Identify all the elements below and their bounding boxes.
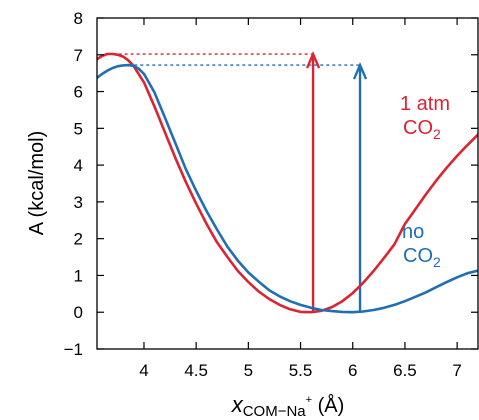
x-tick-label: 5 (244, 361, 253, 380)
series-line-1atm-co2 (97, 52, 478, 314)
x-axis-title-subscript: COM−Na (243, 403, 307, 420)
series-label-no-co2-line2: CO2 (403, 245, 441, 270)
series-label-no-co2-line1: no (402, 221, 424, 243)
series-label-1atm-co2-line2: CO2 (403, 117, 441, 142)
x-axis-ticks: 4 4.5 5 5.5 6 6.5 7 (139, 18, 462, 380)
y-tick-label: −1 (64, 340, 83, 359)
y-tick-label: 1 (74, 266, 83, 285)
x-tick-label: 7 (452, 361, 461, 380)
series-group (97, 52, 478, 314)
y-tick-label: 5 (74, 119, 83, 138)
barrier-arrow-head (305, 50, 321, 69)
x-tick-label: 5.5 (289, 361, 313, 380)
y-axis-ticks: −1 0 1 2 3 4 5 6 7 8 (64, 9, 478, 359)
x-tick-label: 6 (348, 361, 357, 380)
y-tick-label: 6 (74, 83, 83, 102)
x-tick-label: 4 (139, 361, 148, 380)
x-tick-label: 6.5 (393, 361, 417, 380)
y-axis-title: A (kcal/mol) (26, 131, 48, 235)
series-line-no-co2 (97, 63, 478, 314)
plot-frame (96, 17, 479, 350)
x-tick-label: 4.5 (184, 361, 208, 380)
barrier-arrow-head (352, 62, 368, 80)
x-axis-title-unit: (Å) (312, 394, 344, 417)
y-tick-label: 7 (74, 46, 83, 65)
y-tick-label: 0 (74, 303, 83, 322)
y-tick-label: 4 (74, 156, 83, 175)
annotations (112, 50, 368, 313)
series-label-1atm-co2-line1: 1 atm (400, 93, 450, 115)
y-tick-label: 3 (74, 193, 83, 212)
x-axis-title-symbol: x (231, 392, 244, 417)
y-tick-label: 8 (74, 9, 83, 28)
x-axis-title-superscript: + (306, 394, 312, 406)
y-tick-label: 2 (74, 230, 83, 249)
x-axis-title: xCOM−Na+ (Å) (231, 392, 345, 420)
